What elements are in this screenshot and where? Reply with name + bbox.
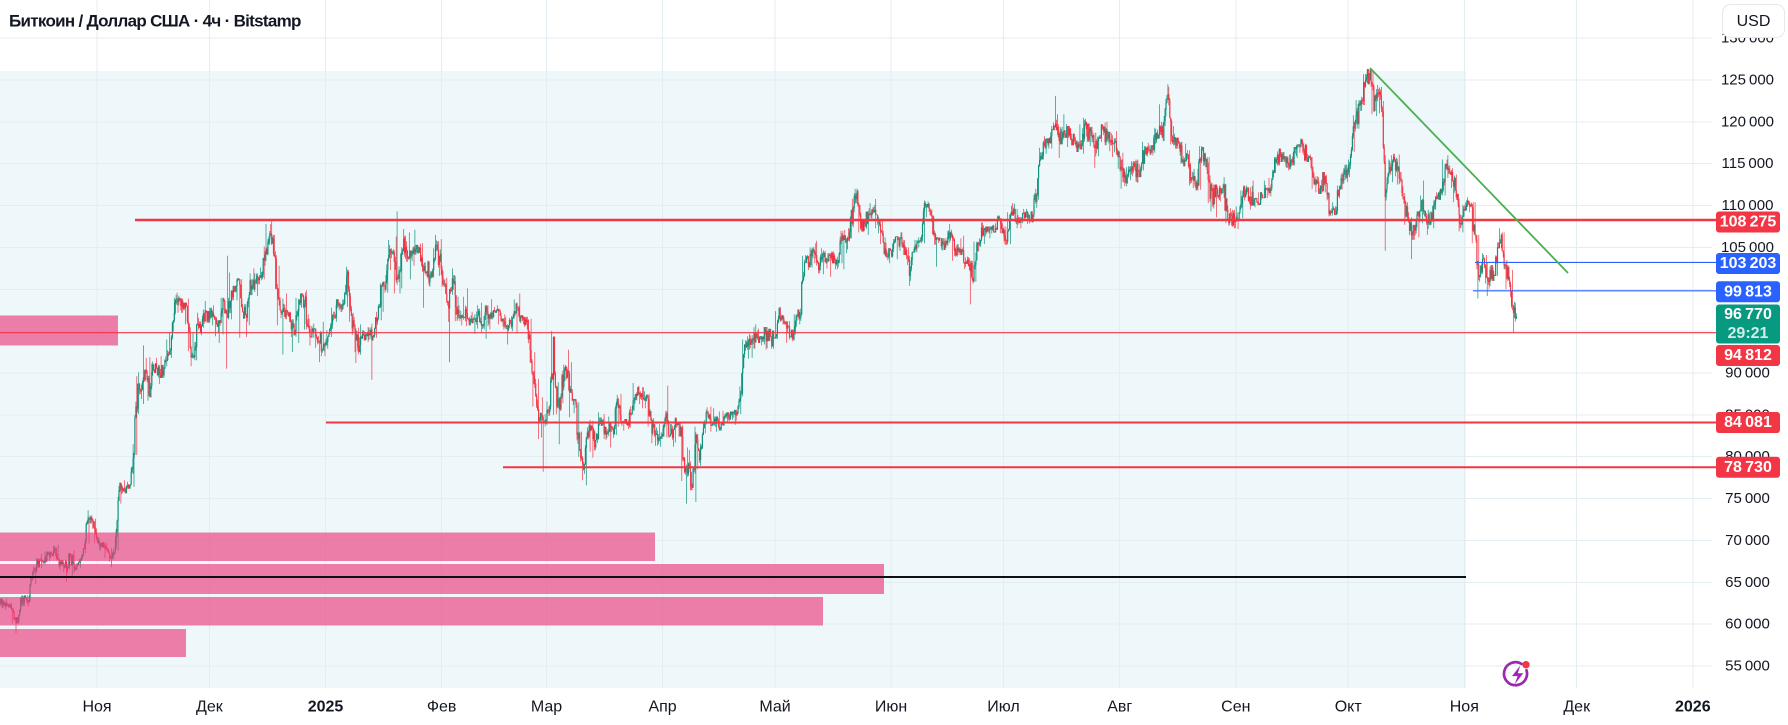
svg-text:2025: 2025 [308,699,344,716]
svg-text:Апр: Апр [648,699,676,716]
svg-text:65 000: 65 000 [1725,574,1770,591]
svg-text:Авг: Авг [1107,699,1132,716]
svg-text:60 000: 60 000 [1725,616,1770,633]
svg-text:84 081: 84 081 [1724,414,1772,431]
svg-text:Биткоин / Доллар США · 4ч · Bi: Биткоин / Доллар США · 4ч · Bitstamp [9,12,301,31]
svg-text:120 000: 120 000 [1721,113,1774,130]
svg-text:2026: 2026 [1675,699,1711,716]
svg-text:Ноя: Ноя [82,699,111,716]
svg-text:Июл: Июл [987,699,1019,716]
svg-text:108 275: 108 275 [1720,214,1777,231]
svg-text:Дек: Дек [1563,699,1591,716]
svg-text:96 770: 96 770 [1724,306,1772,323]
svg-text:Май: Май [759,699,790,716]
svg-text:USD: USD [1737,13,1771,30]
svg-text:94 812: 94 812 [1724,347,1772,364]
svg-text:70 000: 70 000 [1725,532,1770,549]
svg-text:99 813: 99 813 [1724,283,1772,300]
svg-text:Ноя: Ноя [1450,699,1479,716]
svg-text:103 203: 103 203 [1720,255,1777,272]
svg-text:Фев: Фев [427,699,457,716]
svg-text:Окт: Окт [1335,699,1363,716]
svg-text:105 000: 105 000 [1721,239,1774,256]
svg-text:55 000: 55 000 [1725,658,1770,675]
svg-text:Июн: Июн [875,699,907,716]
svg-text:Сен: Сен [1221,699,1250,716]
svg-text:115 000: 115 000 [1722,155,1774,172]
svg-text:90 000: 90 000 [1725,365,1770,382]
svg-text:Дек: Дек [196,699,224,716]
svg-text:75 000: 75 000 [1725,490,1770,507]
svg-text:110 000: 110 000 [1722,197,1774,214]
svg-text:Мар: Мар [531,699,562,716]
svg-text:125 000: 125 000 [1721,72,1774,89]
svg-text:29:21: 29:21 [1728,325,1769,342]
svg-text:78 730: 78 730 [1724,459,1772,476]
